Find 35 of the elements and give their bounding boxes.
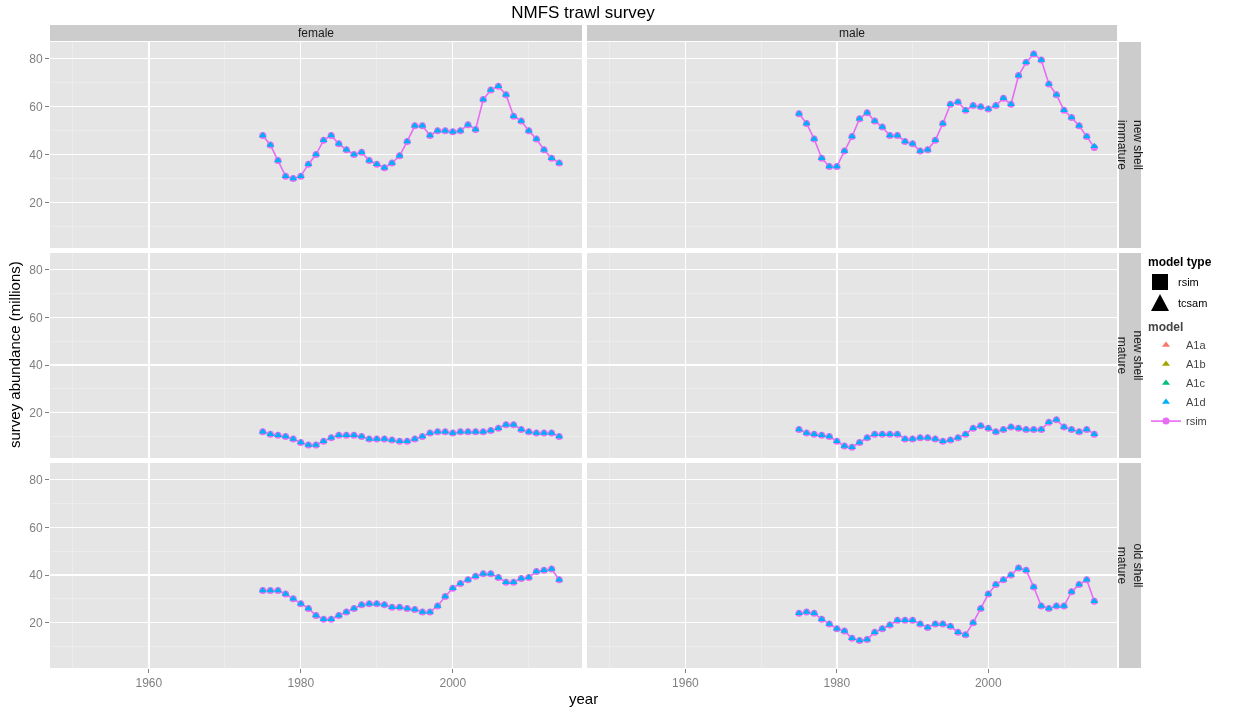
y-tick-label: 20 xyxy=(29,195,43,210)
annotation: new shell immature xyxy=(1115,120,1145,171)
x-axis-title: year xyxy=(569,690,599,707)
y-axis-title: survey abundance (millions) xyxy=(6,261,23,448)
legend-label: A1b xyxy=(1186,358,1206,371)
chart-subtitle: male xyxy=(839,26,866,40)
legend-label: A1a xyxy=(1186,339,1207,352)
y-tick-label: 80 xyxy=(29,262,43,277)
x-tick-label: 2000 xyxy=(439,676,467,691)
y-tick-label: 80 xyxy=(29,51,43,66)
y-tick-label: 40 xyxy=(29,147,43,162)
x-tick-label: 2000 xyxy=(974,676,1002,691)
y-tick-label: 20 xyxy=(29,615,43,630)
x-tick-label: 1980 xyxy=(823,676,851,691)
y-tick-label: 20 xyxy=(29,405,43,420)
legend-label: A1d xyxy=(1186,396,1206,409)
y-tick-label: 60 xyxy=(29,99,43,114)
y-tick-label: 40 xyxy=(29,358,43,373)
text: model type xyxy=(1148,255,1212,269)
x-tick-label: 1960 xyxy=(135,676,163,691)
annotation: new shell mature xyxy=(1114,330,1145,381)
legend-title: model xyxy=(1148,319,1184,334)
chart-subtitle: female xyxy=(298,26,335,40)
x-tick-label: 1980 xyxy=(287,676,315,691)
annotation: old shell mature xyxy=(1114,543,1145,588)
legend-label: A1c xyxy=(1186,377,1206,390)
y-tick-label: 80 xyxy=(29,472,43,487)
text: tcsam xyxy=(1178,297,1208,309)
x-tick-label: 1960 xyxy=(672,676,700,691)
text: rsim xyxy=(1178,276,1199,288)
y-tick-label: 60 xyxy=(29,520,43,535)
legend-label: rsim xyxy=(1186,415,1207,428)
y-tick-label: 60 xyxy=(29,310,43,325)
chart-title: NMFS trawl survey xyxy=(511,2,656,22)
y-tick-label: 40 xyxy=(29,568,43,583)
